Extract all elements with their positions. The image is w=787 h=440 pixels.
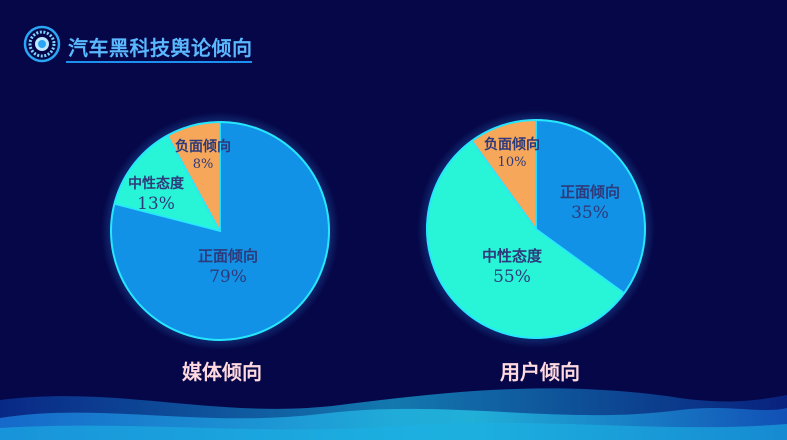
slice-label: 正面倾向	[198, 247, 258, 265]
pie-chart-0: 正面倾向 79% 中性态度 13% 负面倾向 8%	[101, 112, 339, 350]
slice-value: 13%	[137, 194, 175, 214]
slice-value: 55%	[493, 267, 531, 287]
slice-label: 中性态度	[128, 175, 185, 192]
slice-value: 35%	[571, 203, 609, 223]
page-title: 汽车黑科技舆论倾向	[68, 36, 253, 60]
pie-outline	[426, 119, 646, 339]
slice-label: 负面倾向	[484, 136, 540, 153]
slice-value: 10%	[498, 155, 527, 170]
slice-label: 负面倾向	[175, 138, 231, 155]
chart-title-media: 媒体倾向	[182, 360, 262, 384]
slice-label: 中性态度	[482, 247, 543, 265]
circle-dial-icon	[23, 25, 61, 63]
header: 汽车黑科技舆论倾向	[22, 24, 262, 66]
chart-title-user: 用户倾向	[500, 360, 580, 384]
slice-value: 8%	[193, 157, 214, 172]
slice-label: 正面倾向	[560, 183, 620, 201]
slice-value: 79%	[209, 267, 247, 287]
pie-chart-1: 正面倾向 35% 中性态度 55% 负面倾向 10%	[417, 110, 655, 348]
pie-outline	[110, 121, 330, 341]
title-underline	[66, 61, 252, 63]
